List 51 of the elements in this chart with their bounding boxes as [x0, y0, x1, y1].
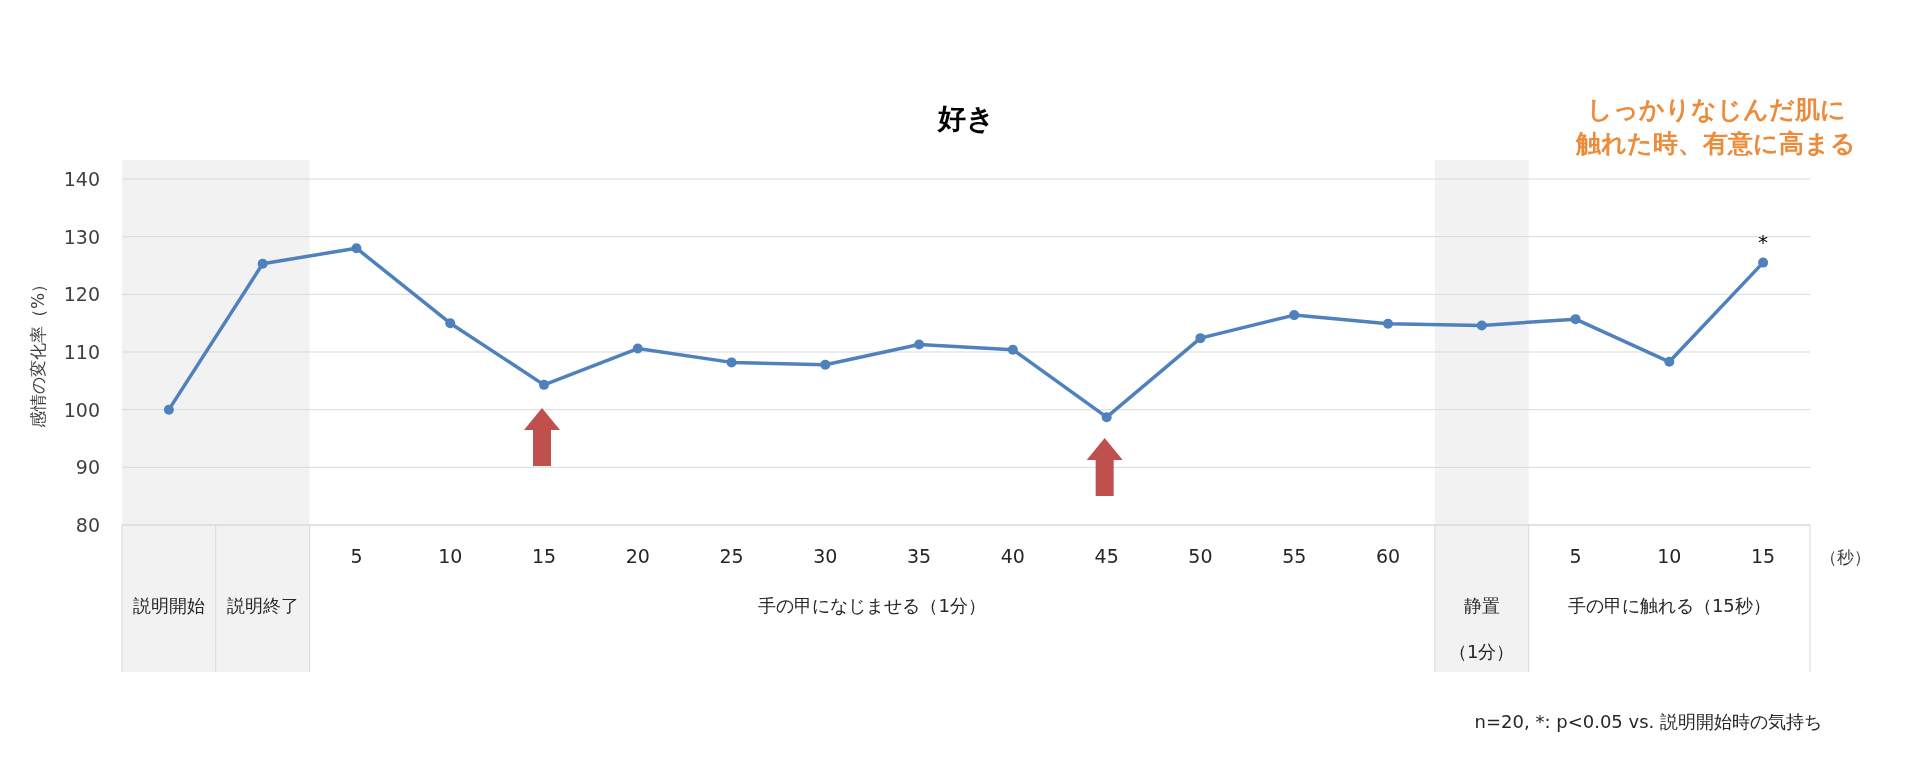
text: 説明開始: [132, 595, 205, 616]
point: [1289, 310, 1300, 321]
point: [445, 318, 456, 329]
point: [1383, 318, 1393, 329]
text: n=20, *: p<0.05 vs. 説明開始時の気持ち: [1474, 711, 1822, 732]
point: [1195, 333, 1206, 344]
x-tick-label: 55: [1282, 545, 1307, 567]
y-axis-title: 感情の変化率（%）: [28, 275, 48, 429]
point: [1570, 314, 1581, 325]
annotation: *: [1758, 229, 1769, 254]
x-tick-label: 5: [1569, 545, 1582, 567]
text: しっかりなじんだ肌に触れた時、有意に高まる: [1575, 95, 1856, 158]
text: 静置（1分）: [1449, 595, 1515, 662]
point: [726, 357, 737, 368]
text: 手の甲に触れる（15秒）: [1567, 595, 1771, 616]
x-tick-label: 45: [1094, 545, 1119, 567]
x-tick-label: 10: [1657, 545, 1682, 567]
x-tick-label: 15: [531, 545, 557, 567]
y-tick-label: 110: [63, 341, 100, 363]
point: [257, 258, 268, 269]
y-tick-label: 130: [63, 225, 100, 248]
chart-title: 好き: [936, 102, 995, 135]
point: [1758, 257, 1769, 268]
point: [632, 343, 643, 354]
point: [1476, 320, 1487, 331]
text: 説明終了: [226, 595, 299, 616]
point: [1007, 344, 1018, 355]
point: [1101, 412, 1112, 423]
text: 手の甲になじませる（1分）: [758, 595, 986, 616]
point: [1664, 356, 1675, 367]
point: [163, 404, 174, 415]
x-tick-label: 50: [1188, 545, 1213, 567]
x-tick-label: 30: [813, 545, 838, 567]
point: [351, 243, 362, 254]
x-tick-label: 40: [1000, 545, 1025, 567]
y-tick-label: 120: [63, 283, 100, 306]
x-tick-label: 20: [625, 545, 650, 567]
y-tick-label: 140: [63, 168, 100, 190]
y-tick-label: 100: [63, 398, 100, 421]
x-tick-label: 10: [438, 545, 463, 567]
x-tick-label: 25: [719, 545, 744, 567]
y-tick-label: 80: [75, 514, 100, 536]
y-tick-label: 90: [75, 456, 100, 479]
x-tick-label: 15: [1751, 545, 1776, 567]
point: [539, 379, 549, 390]
text: （秒）: [1820, 547, 1871, 567]
point: [820, 359, 831, 370]
point: [914, 339, 925, 350]
x-tick-label: 5: [350, 545, 363, 567]
x-tick-label: 60: [1375, 545, 1401, 567]
x-tick-label: 35: [907, 545, 932, 567]
